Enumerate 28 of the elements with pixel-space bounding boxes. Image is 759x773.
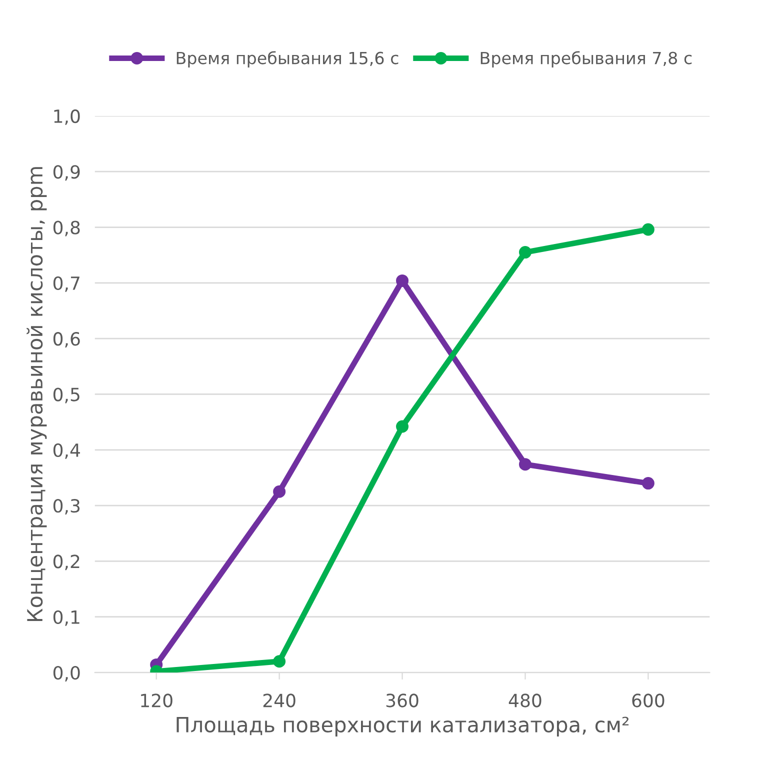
y-tick-label: 0,2: [53, 554, 80, 570]
x-tick-label: 480: [508, 694, 542, 708]
x-tick-label: 240: [263, 694, 296, 708]
y-tick-label: 0,5: [53, 388, 80, 404]
point: [518, 458, 532, 471]
point: [642, 477, 654, 490]
point: [642, 223, 654, 236]
point: [518, 246, 532, 259]
y-tick-label: 0,0: [53, 666, 80, 682]
point: [273, 655, 286, 668]
y-tick-label: 0,3: [53, 499, 80, 514]
y-axis-title: Концентрация муравьиной кислоты, ppm: [26, 167, 47, 622]
y-tick-label: 0,8: [53, 220, 80, 236]
x-axis-title: Площадь поверхности катализатора, см²: [176, 716, 629, 737]
y-tick-label: 1,0: [54, 109, 80, 125]
y-tick-label: 0,7: [53, 276, 80, 292]
x-tick-label: 600: [632, 694, 664, 708]
y-tick-label: 0,6: [53, 332, 80, 348]
x-tick-label: 360: [386, 694, 418, 708]
point: [273, 485, 286, 498]
x-tick-label: 120: [141, 694, 172, 708]
y-tick-label: 0,9: [53, 165, 80, 181]
point: [396, 420, 409, 433]
y-tick-label: 0,1: [53, 610, 80, 626]
legend-label: Время пребывания 7,8 с: [480, 51, 692, 68]
legend-label: Время пребывания 15,6 с: [176, 51, 398, 68]
point: [396, 274, 409, 287]
y-tick-label: 0,4: [53, 443, 80, 459]
